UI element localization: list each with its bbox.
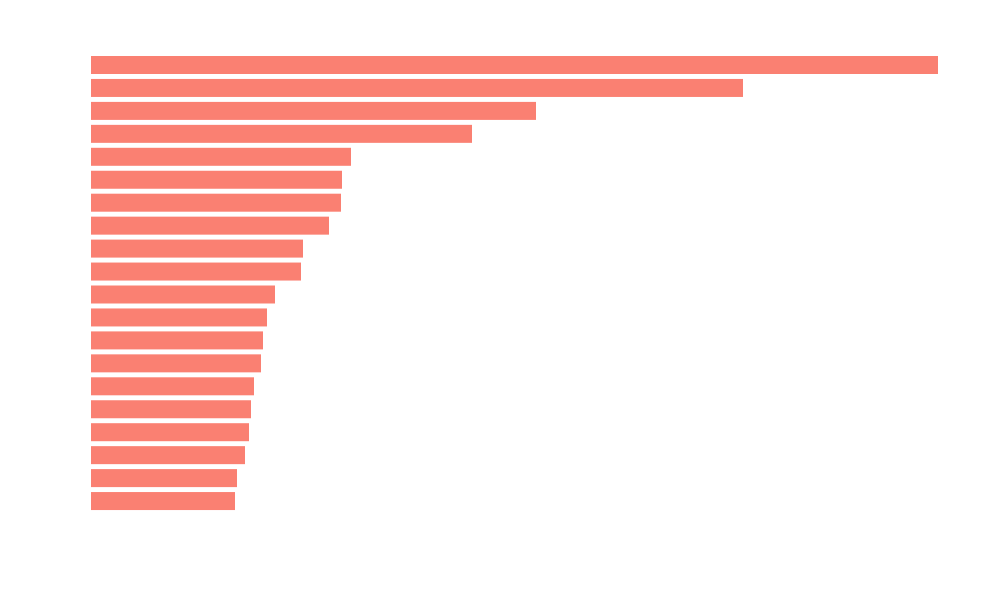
bar [91,216,329,235]
bar [91,193,341,212]
bar [91,446,245,465]
bar [91,308,267,327]
bar [91,423,249,442]
bar [91,101,536,120]
bar [91,147,351,166]
bar [91,400,251,419]
bar [91,78,743,97]
bar [91,170,342,189]
bar [91,377,254,396]
bar [91,331,263,350]
bar [91,469,237,488]
bar [91,492,235,511]
bar [91,56,938,74]
bar [91,354,261,373]
bar [91,285,275,304]
bar [91,124,472,143]
bar [91,262,301,281]
bar [91,239,303,258]
